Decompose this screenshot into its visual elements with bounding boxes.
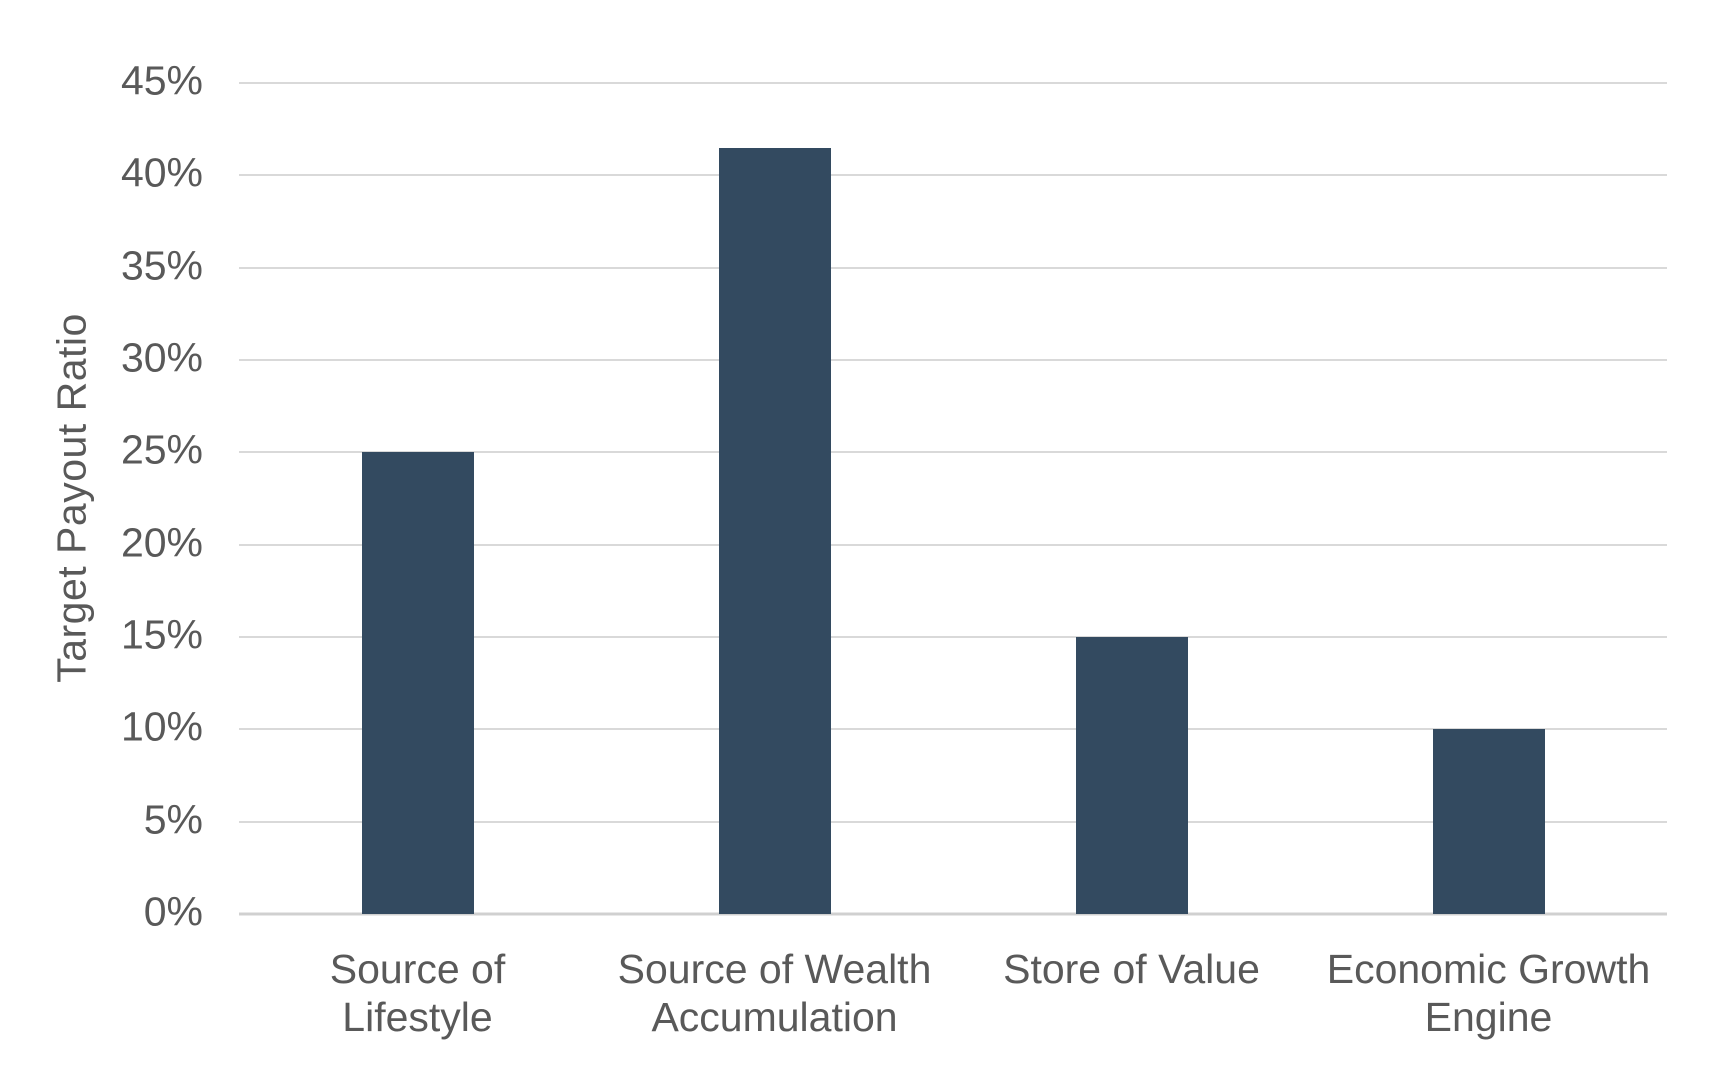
x-category-label-line: Source of [329, 946, 506, 992]
y-tick-label: 5% [143, 796, 203, 843]
gridline [239, 636, 1667, 638]
bar [1432, 729, 1545, 914]
x-category-label-line: Source of Wealth [617, 946, 932, 992]
gridline [239, 820, 1667, 823]
x-category-label: Source of Wealth Accumulation [565, 945, 985, 1041]
x-axis-line [239, 912, 1667, 916]
y-tick-label: 25% [120, 426, 203, 473]
y-tick-label: 15% [120, 611, 203, 658]
y-tick-label: 20% [120, 519, 203, 566]
x-category-label-line: Store of Value [1003, 946, 1260, 992]
gridline [239, 174, 1667, 177]
y-tick-label: 10% [120, 703, 203, 750]
x-category-label-line: Accumulation [651, 994, 898, 1040]
y-tick-label: 0% [143, 888, 203, 935]
gridline [239, 728, 1667, 731]
y-tick-label: 35% [120, 242, 203, 289]
x-category-label-line: Economic Growth [1326, 946, 1651, 992]
x-category-label: Source of Lifestyle [208, 945, 628, 1041]
gridline [239, 359, 1667, 361]
x-category-label-line: Engine [1424, 994, 1553, 1040]
gridline [239, 82, 1667, 84]
gridline [239, 266, 1667, 269]
gridline [239, 451, 1667, 454]
x-category-label-line: Lifestyle [342, 994, 493, 1040]
gridline [239, 543, 1667, 546]
y-tick-label: 40% [120, 149, 203, 196]
y-tick-label: 30% [120, 334, 203, 381]
y-tick-label: 45% [120, 57, 203, 104]
bar [1075, 637, 1188, 914]
x-category-label: Store of Value [922, 945, 1342, 993]
bar [718, 147, 831, 914]
plot-area [239, 82, 1667, 916]
x-category-label: Economic Growth Engine [1279, 945, 1699, 1041]
bar [361, 452, 474, 914]
